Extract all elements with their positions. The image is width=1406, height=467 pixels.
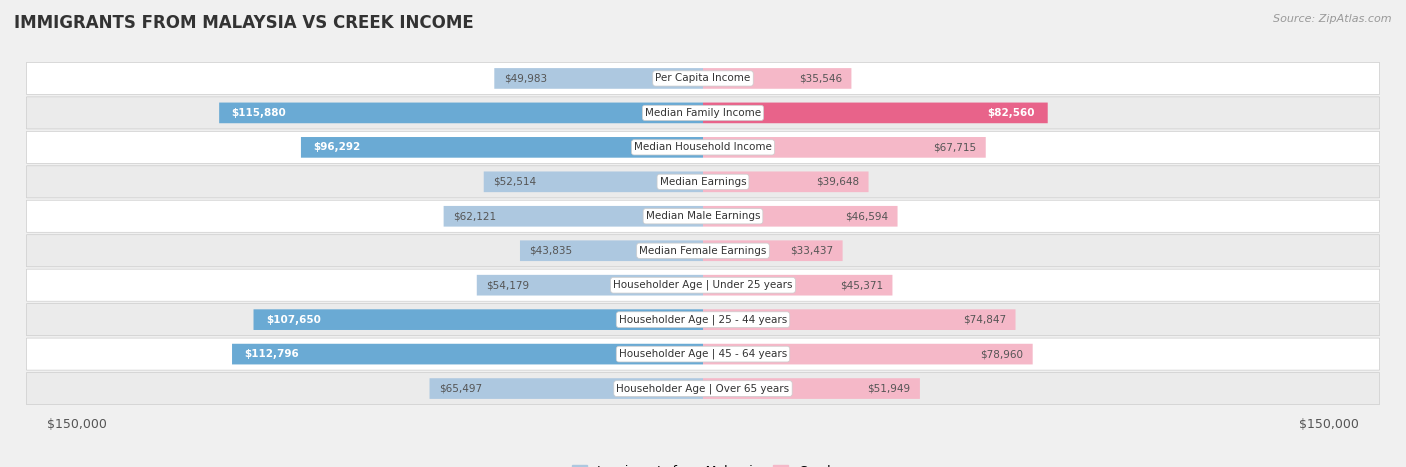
FancyBboxPatch shape — [301, 137, 703, 158]
FancyBboxPatch shape — [27, 131, 1379, 163]
FancyBboxPatch shape — [219, 103, 703, 123]
Text: Householder Age | 45 - 64 years: Householder Age | 45 - 64 years — [619, 349, 787, 359]
FancyBboxPatch shape — [703, 103, 1047, 123]
Text: $52,514: $52,514 — [494, 177, 536, 187]
FancyBboxPatch shape — [27, 373, 1379, 404]
Text: Median Female Earnings: Median Female Earnings — [640, 246, 766, 256]
FancyBboxPatch shape — [27, 235, 1379, 267]
FancyBboxPatch shape — [703, 344, 1032, 364]
FancyBboxPatch shape — [27, 97, 1379, 129]
FancyBboxPatch shape — [27, 166, 1379, 198]
FancyBboxPatch shape — [27, 338, 1379, 370]
FancyBboxPatch shape — [703, 171, 869, 192]
Text: $82,560: $82,560 — [987, 108, 1035, 118]
FancyBboxPatch shape — [253, 309, 703, 330]
FancyBboxPatch shape — [429, 378, 703, 399]
FancyBboxPatch shape — [703, 206, 897, 226]
Text: Source: ZipAtlas.com: Source: ZipAtlas.com — [1274, 14, 1392, 24]
Text: $96,292: $96,292 — [314, 142, 361, 152]
Text: $33,437: $33,437 — [790, 246, 834, 256]
FancyBboxPatch shape — [703, 241, 842, 261]
Text: $51,949: $51,949 — [868, 383, 911, 394]
FancyBboxPatch shape — [703, 275, 893, 296]
FancyBboxPatch shape — [444, 206, 703, 226]
Text: $62,121: $62,121 — [453, 211, 496, 221]
Text: Median Earnings: Median Earnings — [659, 177, 747, 187]
Text: Median Household Income: Median Household Income — [634, 142, 772, 152]
Text: Householder Age | Under 25 years: Householder Age | Under 25 years — [613, 280, 793, 290]
Text: $107,650: $107,650 — [266, 315, 321, 325]
Legend: Immigrants from Malaysia, Creek: Immigrants from Malaysia, Creek — [567, 460, 839, 467]
Text: $65,497: $65,497 — [439, 383, 482, 394]
Text: Householder Age | 25 - 44 years: Householder Age | 25 - 44 years — [619, 314, 787, 325]
Text: $112,796: $112,796 — [245, 349, 299, 359]
Text: $78,960: $78,960 — [980, 349, 1024, 359]
Text: $49,983: $49,983 — [503, 73, 547, 84]
FancyBboxPatch shape — [495, 68, 703, 89]
FancyBboxPatch shape — [27, 304, 1379, 336]
Text: $45,371: $45,371 — [839, 280, 883, 290]
Text: Per Capita Income: Per Capita Income — [655, 73, 751, 84]
Text: Householder Age | Over 65 years: Householder Age | Over 65 years — [616, 383, 790, 394]
Text: $43,835: $43,835 — [530, 246, 572, 256]
FancyBboxPatch shape — [520, 241, 703, 261]
Text: $74,847: $74,847 — [963, 315, 1007, 325]
Text: $35,546: $35,546 — [799, 73, 842, 84]
FancyBboxPatch shape — [484, 171, 703, 192]
FancyBboxPatch shape — [477, 275, 703, 296]
Text: $39,648: $39,648 — [815, 177, 859, 187]
Text: $46,594: $46,594 — [845, 211, 889, 221]
Text: $115,880: $115,880 — [232, 108, 287, 118]
Text: Median Family Income: Median Family Income — [645, 108, 761, 118]
FancyBboxPatch shape — [703, 137, 986, 158]
FancyBboxPatch shape — [703, 68, 852, 89]
FancyBboxPatch shape — [703, 309, 1015, 330]
FancyBboxPatch shape — [27, 63, 1379, 94]
Text: $54,179: $54,179 — [486, 280, 529, 290]
Text: Median Male Earnings: Median Male Earnings — [645, 211, 761, 221]
Text: IMMIGRANTS FROM MALAYSIA VS CREEK INCOME: IMMIGRANTS FROM MALAYSIA VS CREEK INCOME — [14, 14, 474, 32]
FancyBboxPatch shape — [232, 344, 703, 364]
FancyBboxPatch shape — [27, 269, 1379, 301]
Text: $67,715: $67,715 — [934, 142, 976, 152]
FancyBboxPatch shape — [27, 200, 1379, 232]
FancyBboxPatch shape — [703, 378, 920, 399]
